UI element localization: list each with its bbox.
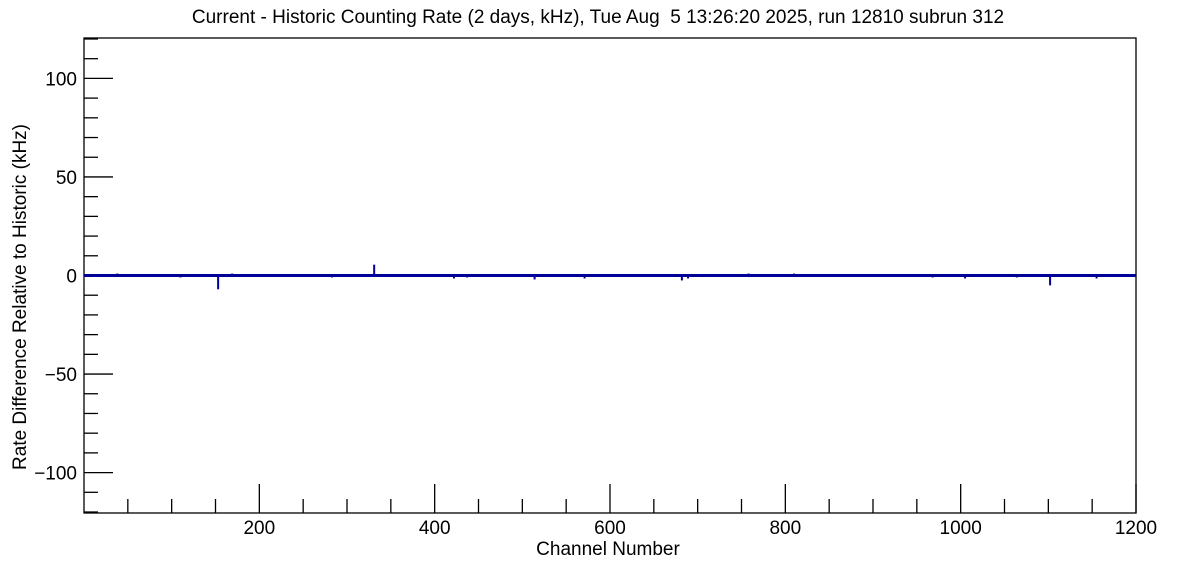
y-tick-label: 50 <box>56 168 77 189</box>
y-tick-label: 100 <box>45 69 77 90</box>
axis-ticks: 200 400 600 800 1000 1200 −100 −50 0 50 100 <box>34 38 1157 539</box>
x-tick-label: 800 <box>769 518 801 539</box>
x-tick-label: 600 <box>594 518 626 539</box>
plot-title: Current - Historic Counting Rate (2 days… <box>192 7 1004 28</box>
y-tick-label: −50 <box>45 365 77 386</box>
y-tick-label: −100 <box>34 464 77 485</box>
data-layer <box>84 264 1136 290</box>
x-tick-label: 400 <box>419 518 451 539</box>
x-tick-label: 1200 <box>1115 518 1157 539</box>
y-axis-title: Rate Difference Relative to Historic (kH… <box>10 124 31 470</box>
x-tick-label: 1000 <box>940 518 982 539</box>
x-axis-title: Channel Number <box>536 539 680 560</box>
x-tick-label: 200 <box>243 518 275 539</box>
y-tick-label: 0 <box>66 267 77 288</box>
